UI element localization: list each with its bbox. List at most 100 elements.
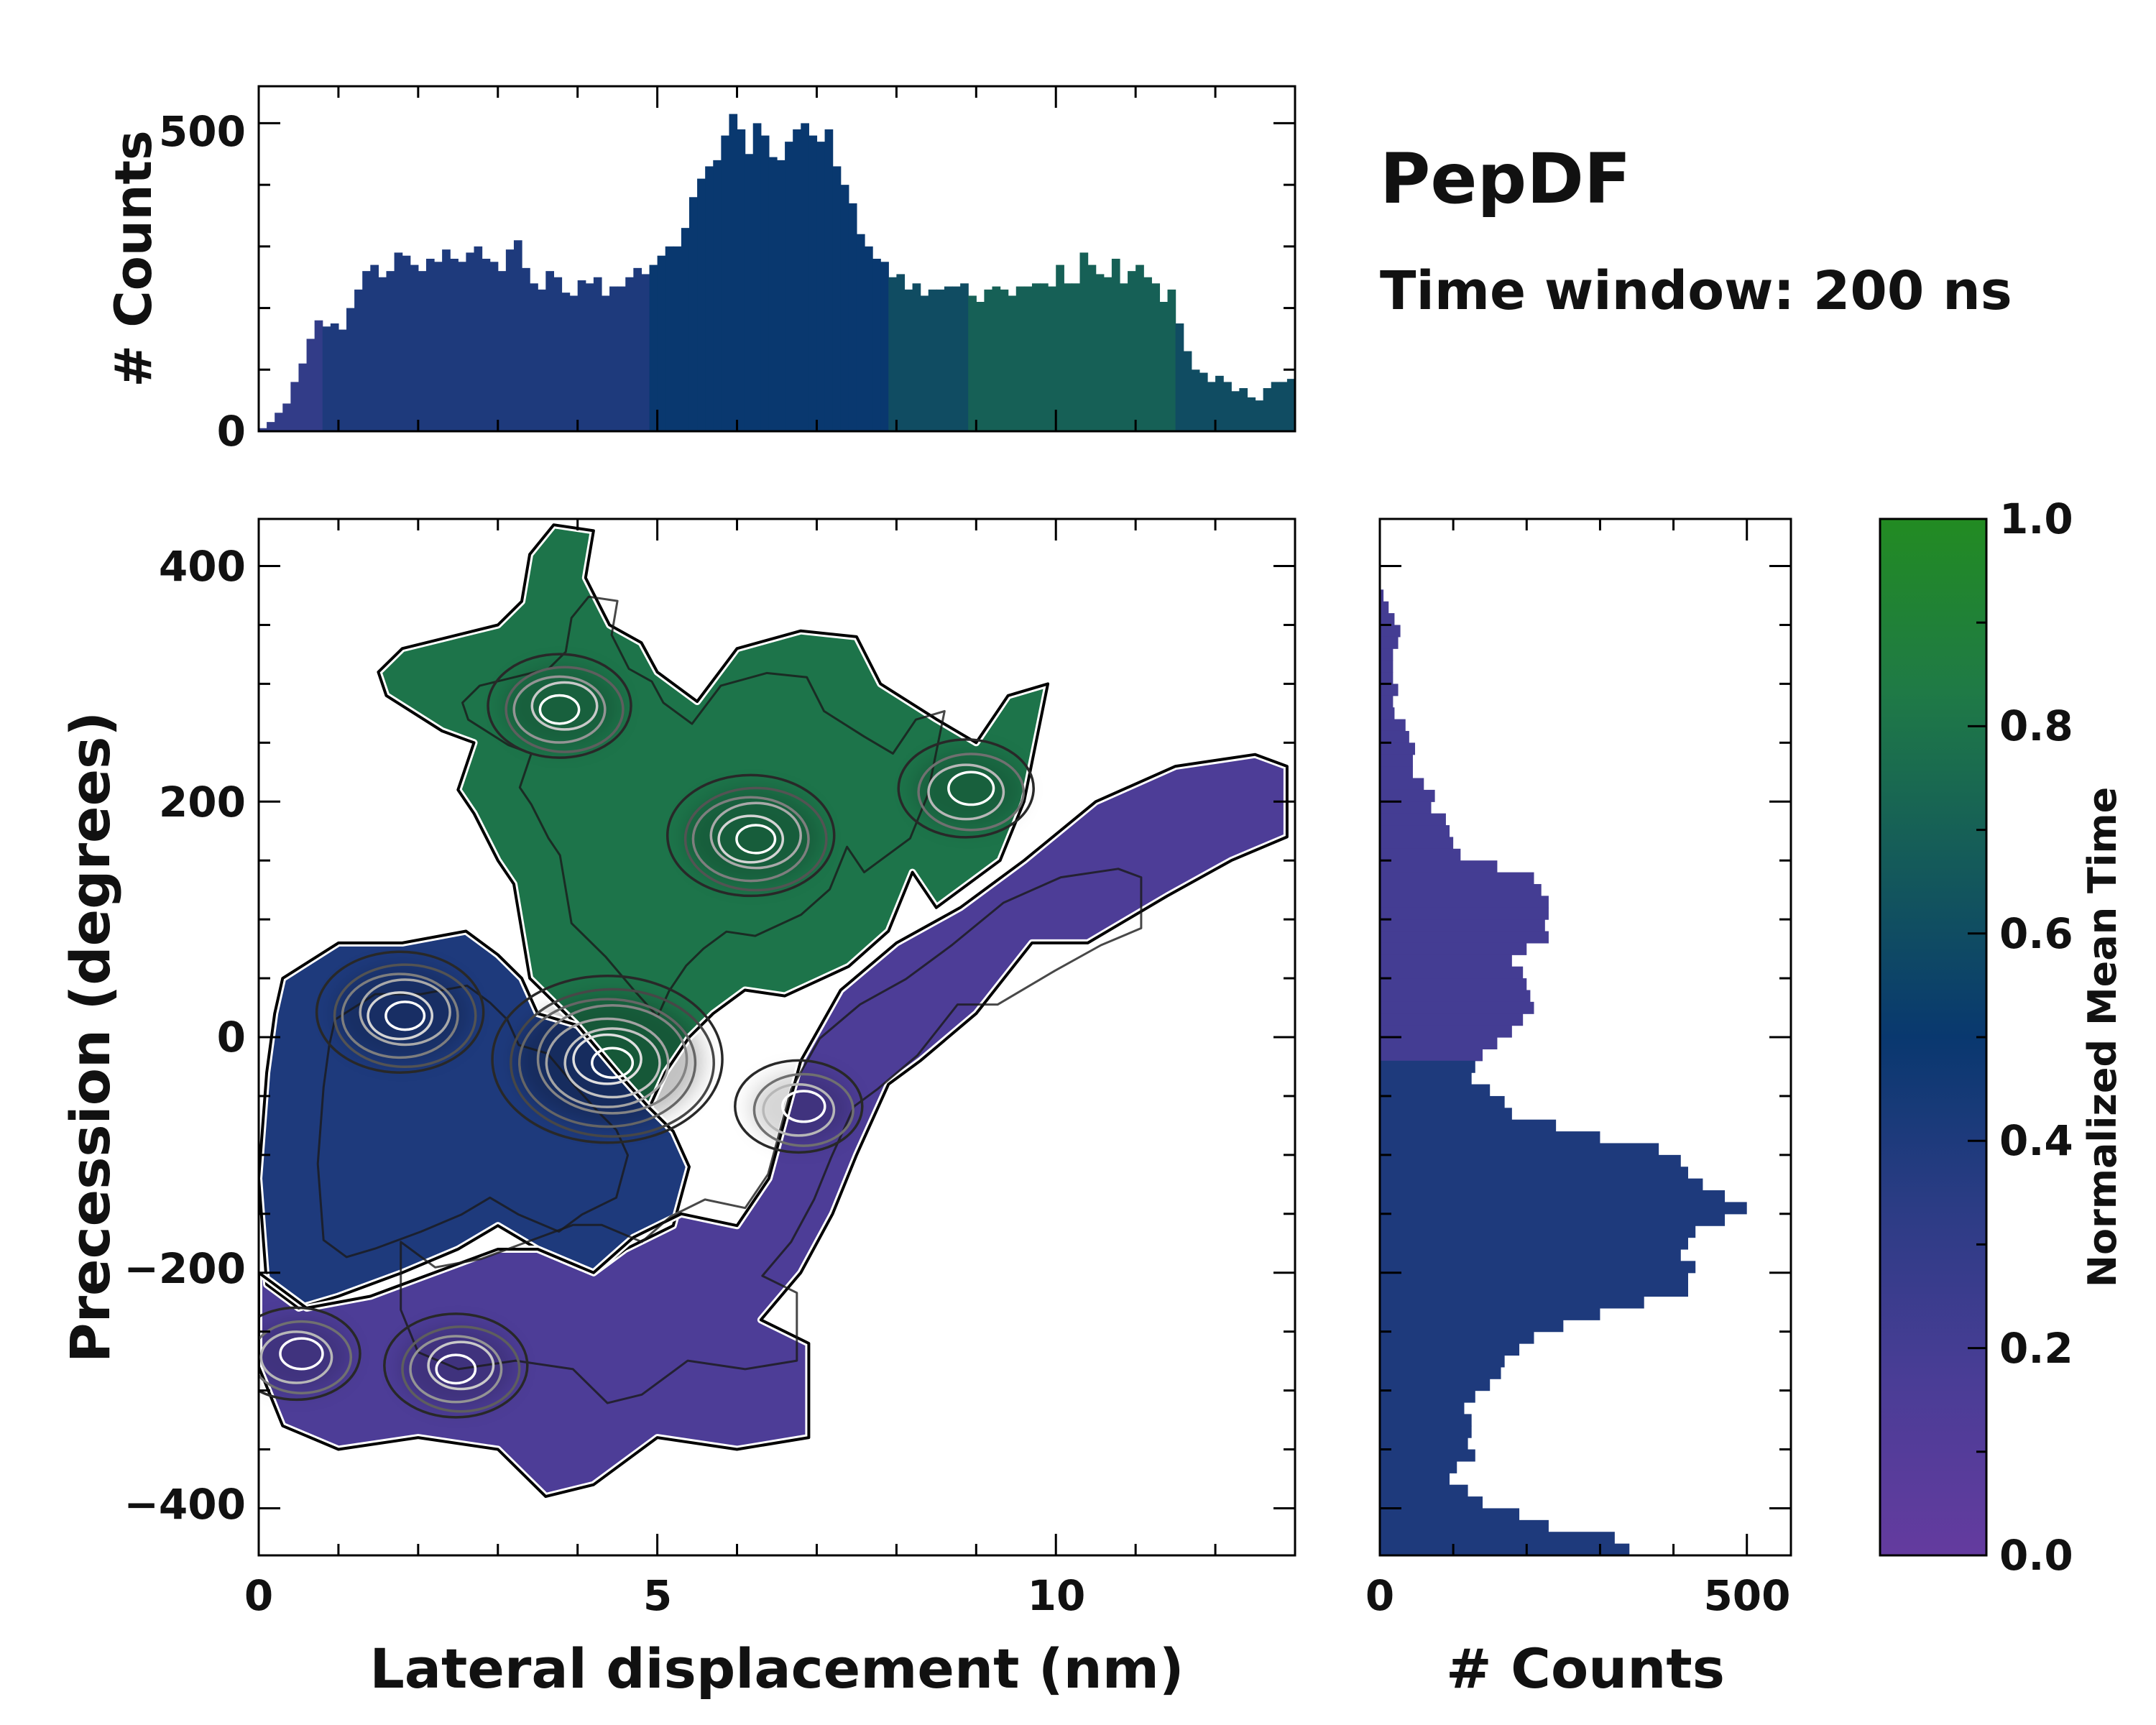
hotspot-shade-4 bbox=[400, 1325, 516, 1408]
hotspot-contour-7-1 bbox=[752, 1072, 854, 1147]
hotspot-contour-6-0 bbox=[259, 1306, 361, 1402]
top-hist-bar-123 bbox=[1239, 388, 1248, 431]
right-hist-bar-57 bbox=[1380, 1190, 1726, 1203]
top-hist-bar-90 bbox=[976, 302, 985, 431]
top-hist-bar-107 bbox=[1111, 259, 1120, 431]
right-hist-bar-81 bbox=[1380, 1473, 1450, 1486]
purple-lower-region-inner-contour bbox=[400, 868, 1143, 1404]
hotspot-contour-4-3 bbox=[427, 1340, 495, 1391]
hotspot-contour-0-6 bbox=[572, 1033, 642, 1085]
hotspot-contour-0-7 bbox=[591, 1046, 635, 1079]
right-hist-bar-22 bbox=[1380, 778, 1424, 791]
right-hist-bar-19 bbox=[1380, 742, 1416, 755]
right-hist-bar-15 bbox=[1380, 695, 1393, 708]
right-hist-bar-84 bbox=[1380, 1508, 1520, 1521]
top-hist-bar-46 bbox=[625, 277, 634, 431]
top-hist-bar-62 bbox=[752, 123, 762, 431]
top-hist-bar-113 bbox=[1159, 302, 1169, 431]
hotspot-contour-7-3 bbox=[781, 1090, 826, 1123]
top-hist-bar-86 bbox=[944, 286, 953, 431]
top-hist-bar-25 bbox=[458, 262, 466, 431]
top-hist-bar-47 bbox=[633, 267, 642, 431]
hotspot-contour-1-0 bbox=[315, 950, 485, 1074]
top-hist-bar-2 bbox=[275, 413, 283, 431]
hotspot-shade-3 bbox=[504, 666, 620, 749]
top-hist-bar-110 bbox=[1135, 264, 1144, 431]
top-hist-bar-61 bbox=[745, 154, 754, 432]
top-hist-bar-3 bbox=[282, 403, 291, 431]
right-hist-bar-62 bbox=[1380, 1248, 1681, 1261]
right-hist-bar-29 bbox=[1380, 860, 1498, 873]
hotspot-contour-5-0 bbox=[897, 738, 1035, 839]
top-hist-bar-18 bbox=[402, 255, 411, 431]
top-hist-bar-71 bbox=[824, 129, 834, 431]
right-xtick-label-500: 500 bbox=[1703, 1571, 1790, 1620]
top-hist-bar-12 bbox=[354, 289, 363, 431]
hotspot-contour-7-2 bbox=[762, 1083, 836, 1137]
hotspot-contour-0-0 bbox=[491, 975, 724, 1144]
top-hist-bar-112 bbox=[1151, 283, 1161, 431]
right-hist-bar-26 bbox=[1380, 825, 1450, 838]
top-ytick-label-0: 0 bbox=[217, 407, 246, 456]
top-hist-bar-122 bbox=[1231, 391, 1240, 431]
right-histogram-xlabel: # Counts bbox=[1446, 1637, 1725, 1701]
top-histogram-ylabel: # Counts bbox=[104, 130, 163, 387]
hotspot-contour-4-0 bbox=[383, 1312, 529, 1419]
top-hist-bar-54 bbox=[688, 197, 698, 431]
top-hist-bar-69 bbox=[808, 135, 818, 432]
top-hist-bar-74 bbox=[848, 203, 857, 431]
right-hist-bar-36 bbox=[1380, 942, 1527, 955]
colorbar-tick-0.4: 0.4 bbox=[1999, 1116, 2073, 1165]
hotspot-contour-2-1 bbox=[683, 786, 828, 892]
top-hist-bar-4 bbox=[290, 382, 300, 431]
right-hist-bar-65 bbox=[1380, 1284, 1688, 1297]
top-hist-bar-106 bbox=[1103, 277, 1112, 431]
xtick-label-10: 10 bbox=[1028, 1571, 1086, 1620]
right-hist-bar-18 bbox=[1380, 730, 1409, 743]
hotspot-contour-1-4 bbox=[367, 991, 434, 1041]
top-hist-bar-60 bbox=[737, 129, 746, 431]
right-hist-bar-67 bbox=[1380, 1307, 1600, 1320]
right-hist-bar-21 bbox=[1380, 766, 1413, 779]
top-hist-bar-96 bbox=[1023, 286, 1033, 431]
top-hist-bar-116 bbox=[1183, 351, 1192, 431]
right-hist-bar-63 bbox=[1380, 1261, 1696, 1274]
hotspot-contour-0-4 bbox=[545, 1017, 670, 1108]
right-hist-bar-30 bbox=[1380, 872, 1534, 885]
top-hist-bar-37 bbox=[553, 277, 563, 431]
top-hist-bar-79 bbox=[888, 277, 897, 431]
chart-title: PepDF bbox=[1380, 139, 1631, 219]
hotspot-contour-3-4 bbox=[538, 694, 581, 725]
right-hist-bar-33 bbox=[1380, 907, 1549, 920]
heatmap-contours bbox=[259, 521, 1291, 1501]
top-hist-bar-124 bbox=[1247, 397, 1256, 431]
top-histogram-bars bbox=[259, 114, 1296, 432]
blue-left-region-inner-contour bbox=[316, 984, 629, 1259]
right-hist-bar-61 bbox=[1380, 1237, 1688, 1250]
top-hist-bar-32 bbox=[513, 240, 522, 431]
top-hist-bar-33 bbox=[522, 267, 530, 431]
hotspot-contour-1-2 bbox=[341, 972, 459, 1059]
colorbar-tick-0.6: 0.6 bbox=[1999, 909, 2073, 958]
top-hist-bar-101 bbox=[1064, 283, 1073, 431]
top-hist-bar-26 bbox=[466, 252, 475, 431]
top-hist-bar-10 bbox=[338, 329, 347, 431]
hotspot-contour-2-5 bbox=[735, 824, 777, 855]
right-hist-bar-11 bbox=[1380, 648, 1393, 661]
top-hist-bar-7 bbox=[314, 320, 323, 431]
right-hist-bar-34 bbox=[1380, 919, 1545, 932]
top-hist-bar-28 bbox=[482, 259, 491, 431]
top-hist-bar-97 bbox=[1031, 283, 1041, 431]
top-hist-bar-15 bbox=[378, 277, 387, 431]
top-hist-bar-30 bbox=[497, 271, 507, 431]
right-hist-bar-71 bbox=[1380, 1355, 1505, 1368]
top-hist-bar-87 bbox=[952, 286, 961, 431]
right-hist-bar-52 bbox=[1380, 1131, 1600, 1144]
right-hist-bar-59 bbox=[1380, 1213, 1726, 1226]
blue-left-region-outline bbox=[259, 929, 691, 1310]
right-hist-bar-75 bbox=[1380, 1402, 1465, 1414]
top-hist-bar-53 bbox=[681, 228, 690, 431]
top-hist-bar-94 bbox=[1008, 295, 1017, 431]
right-hist-bar-79 bbox=[1380, 1449, 1475, 1462]
right-hist-bar-87 bbox=[1380, 1543, 1630, 1556]
